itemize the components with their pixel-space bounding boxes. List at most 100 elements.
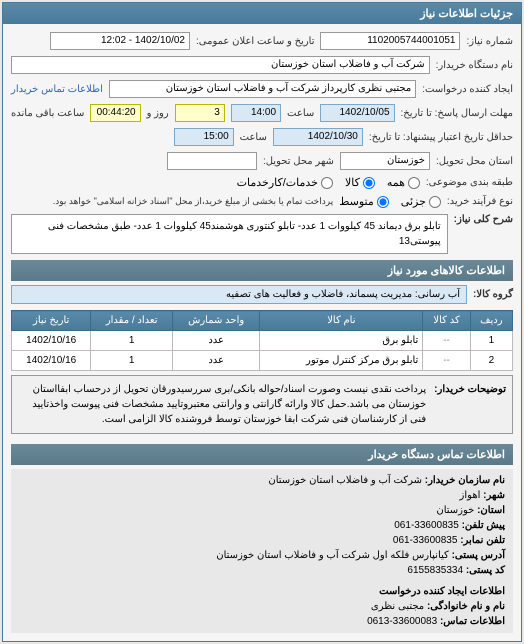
packaging-radio-group: همه کالا خدمات/کارخدمات: [237, 176, 420, 189]
buyer-name-value: شرکت آب و فاضلاب استان خوزستان: [11, 56, 430, 74]
desc-row: شرح کلی نیاز: تابلو برق دیماند 45 کیلووا…: [11, 214, 513, 254]
col-row: ردیف: [470, 311, 512, 331]
org-name-value: شرکت آب و فاضلاب استان خوزستان: [268, 475, 422, 486]
info-province-value: خوزستان: [436, 505, 474, 516]
cell-qty: 1: [91, 331, 173, 351]
deadline-remain: 00:44:20: [90, 104, 140, 122]
process-low-item[interactable]: جزئی: [401, 195, 441, 208]
col-unit: واحد شمارش: [172, 311, 259, 331]
buyer-info-header: اطلاعات تماس دستگاه خریدار: [11, 444, 513, 465]
announce-date-label: تاریخ و ساعت اعلان عمومی:: [196, 36, 315, 47]
info-city-value: اهواز: [460, 490, 481, 501]
cell-date: 1402/10/16: [12, 331, 91, 351]
validity-time: 15:00: [174, 128, 234, 146]
req-number-value: 1102005744001051: [320, 32, 460, 50]
packaging-goods-label: کالا: [345, 176, 360, 189]
info-city: شهر: اهواز: [19, 488, 505, 503]
process-row: نوع فرآیند خرید: جزئی متوسط پرداخت تمام …: [11, 195, 513, 208]
buyer-info-section: نام سازمان خریدار: شرکت آب و فاضلاب استا…: [11, 469, 513, 633]
packaging-all-radio[interactable]: [408, 177, 420, 189]
items-table: ردیف کد کالا نام کالا واحد شمارش تعداد /…: [11, 310, 513, 371]
packaging-row: طبقه بندی موضوعی: همه کالا خدمات/کارخدما…: [11, 176, 513, 189]
info-phone-value: 33600835-061: [394, 520, 459, 531]
cell-code: --: [423, 331, 470, 351]
cell-unit: عدد: [172, 331, 259, 351]
desc-label: شرح کلی نیاز:: [454, 214, 513, 225]
packaging-goods-radio[interactable]: [363, 177, 375, 189]
province-value: خوزستان: [340, 152, 430, 170]
process-med-radio[interactable]: [377, 196, 389, 208]
info-fax-value: 33600835-061: [393, 535, 458, 546]
packaging-services-label: خدمات/کارخدمات: [237, 176, 318, 189]
creator-header: اطلاعات ایجاد کننده درخواست: [19, 584, 505, 599]
deadline-remain-label: ساعت باقی مانده: [11, 108, 84, 119]
contact-link[interactable]: اطلاعات تماس خریدار: [11, 84, 103, 95]
group-value: آب رسانی: مدیریت پسماند، فاضلاب و فعالیت…: [11, 285, 467, 304]
info-province: استان: خوزستان: [19, 503, 505, 518]
org-name-label: نام سازمان خریدار:: [425, 475, 505, 486]
panel-title: جزئیات اطلاعات نیاز: [3, 3, 521, 24]
cell-item-name: تابلو برق: [260, 331, 423, 351]
deadline-date: 1402/10/05: [320, 104, 394, 122]
city-label: شهر محل تحویل:: [263, 156, 334, 167]
packaging-all-item[interactable]: همه: [387, 176, 420, 189]
deadline-label: مهلت ارسال پاسخ: تا تاریخ:: [401, 108, 513, 119]
col-name: نام کالا: [260, 311, 423, 331]
creator-phone-value: 33600083-0613: [367, 616, 437, 627]
creator-name-value: مجتبی نظری: [371, 601, 424, 612]
info-address-value: کیانپارس فلکه اول شرکت آب و فاضلاب استان…: [216, 550, 449, 561]
col-code: کد کالا: [423, 311, 470, 331]
buyer-desc-label: توضیحات خریدار:: [434, 382, 506, 427]
validity-date: 1402/10/30: [273, 128, 363, 146]
deadline-row: مهلت ارسال پاسخ: تا تاریخ: 1402/10/05 سا…: [11, 104, 513, 122]
packaging-services-radio[interactable]: [321, 177, 333, 189]
process-low-label: جزئی: [401, 195, 426, 208]
req-number-row: شماره نیاز: 1102005744001051 تاریخ و ساع…: [11, 32, 513, 50]
requester-value: مجتبی نظری کارپرداز شرکت آب و فاضلاب است…: [109, 80, 416, 98]
info-org-name: نام سازمان خریدار: شرکت آب و فاضلاب استا…: [19, 473, 505, 488]
buyer-name-label: نام دستگاه خریدار:: [436, 60, 513, 71]
req-number-label: شماره نیاز:: [466, 36, 513, 47]
info-postal-value: 6155835334: [407, 565, 463, 576]
info-address-label: آدرس پستی:: [452, 550, 505, 561]
requester-label: ایجاد کننده درخواست:: [422, 84, 513, 95]
info-fax-label: تلفن نمابر:: [460, 535, 505, 546]
process-radio-group: جزئی متوسط: [339, 195, 441, 208]
creator-name-label: نام و نام خانوادگی:: [427, 601, 505, 612]
packaging-goods-item[interactable]: کالا: [345, 176, 375, 189]
info-fax: تلفن نمابر: 33600835-061: [19, 533, 505, 548]
cell-date: 1402/10/16: [12, 351, 91, 371]
deadline-time-label: ساعت: [287, 108, 314, 119]
cell-qty: 1: [91, 351, 173, 371]
validity-row: حداقل تاریخ اعتبار پیشنهاد: تا تاریخ: 14…: [11, 128, 513, 146]
info-postal-label: کد پستی:: [466, 565, 505, 576]
cell-code: --: [423, 351, 470, 371]
info-phone-label: پیش تلفن:: [462, 520, 505, 531]
panel-body: شماره نیاز: 1102005744001051 تاریخ و ساع…: [3, 24, 521, 641]
buyer-name-row: نام دستگاه خریدار: شرکت آب و فاضلاب استا…: [11, 56, 513, 74]
section-title: اطلاعات کالاهای مورد نیاز: [11, 260, 513, 281]
table-row: 2 -- تابلو برق مرکز کنترل موتور عدد 1 14…: [12, 351, 513, 371]
process-med-item[interactable]: متوسط: [339, 195, 389, 208]
validity-time-label: ساعت: [240, 132, 267, 143]
col-qty: تعداد / مقدار: [91, 311, 173, 331]
table-row: 1 -- تابلو برق عدد 1 1402/10/16: [12, 331, 513, 351]
deadline-days-label: روز و: [147, 108, 169, 119]
process-low-radio[interactable]: [429, 196, 441, 208]
packaging-services-item[interactable]: خدمات/کارخدمات: [237, 176, 333, 189]
cell-row: 2: [470, 351, 512, 371]
requester-row: ایجاد کننده درخواست: مجتبی نظری کارپرداز…: [11, 80, 513, 98]
validity-label: حداقل تاریخ اعتبار پیشنهاد: تا تاریخ:: [369, 132, 513, 143]
info-address: آدرس پستی: کیانپارس فلکه اول شرکت آب و ف…: [19, 548, 505, 563]
info-phone: پیش تلفن: 33600835-061: [19, 518, 505, 533]
buyer-desc-text: پرداخت نقدی نیست وصورت اسناد/حواله بانکی…: [18, 382, 426, 427]
info-city-label: شهر:: [483, 490, 505, 501]
desc-text: تابلو برق دیماند 45 کیلووات 1 عدد- تابلو…: [11, 214, 448, 254]
buyer-desc-box: توضیحات خریدار: پرداخت نقدی نیست وصورت ا…: [11, 375, 513, 434]
table-header-row: ردیف کد کالا نام کالا واحد شمارش تعداد /…: [12, 311, 513, 331]
cell-item-name: تابلو برق مرکز کنترل موتور: [260, 351, 423, 371]
province-label: استان محل تحویل:: [436, 156, 513, 167]
group-row: گروه کالا: آب رسانی: مدیریت پسماند، فاضل…: [11, 285, 513, 304]
process-label: نوع فرآیند خرید:: [447, 196, 513, 207]
packaging-label: طبقه بندی موضوعی:: [426, 177, 513, 188]
